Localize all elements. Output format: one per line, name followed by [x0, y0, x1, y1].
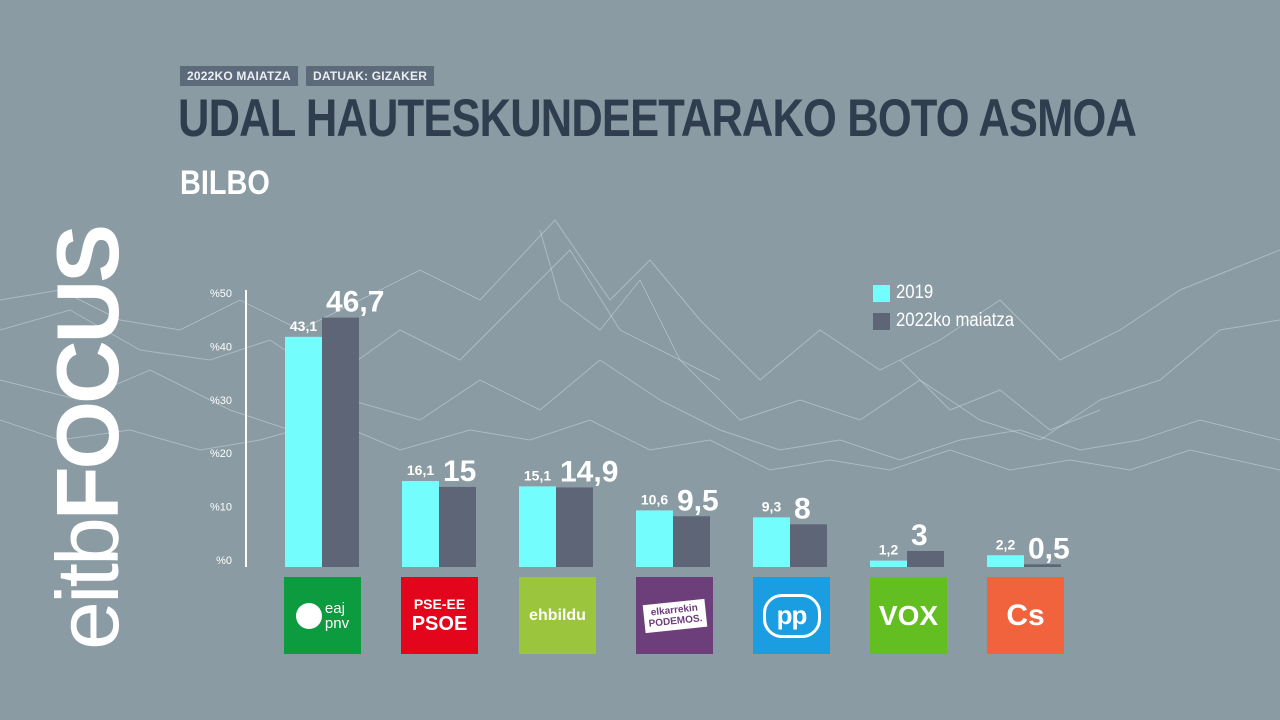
logo-text: PSOE — [411, 613, 468, 635]
data-label-2022: 46,7 — [326, 286, 384, 319]
data-label-2019: 9,3 — [762, 498, 782, 514]
page-title: UDAL HAUTESKUNDEETARAKO BOTO ASMOA — [178, 89, 1137, 148]
bar-2022 — [673, 516, 710, 567]
legend-label-2019: 2019 — [896, 282, 934, 303]
data-label-2022: 3 — [911, 519, 928, 552]
logo-text: pnv — [324, 614, 350, 632]
data-label-2019: 15,1 — [524, 467, 551, 483]
bar-2022 — [439, 486, 476, 567]
logo-text: PSE-EE — [413, 596, 466, 612]
logo-vox: VOX — [870, 577, 947, 654]
logo-ciudadanos: Cs — [987, 577, 1064, 654]
y-tick-label: %0 — [216, 555, 232, 567]
logo-text: eaj — [324, 599, 345, 617]
pnv-emblem-icon — [295, 602, 322, 629]
bar-2019 — [519, 486, 556, 567]
bar-2022 — [1024, 564, 1061, 567]
date-tag: 2022KO MAIATZA — [180, 66, 298, 86]
data-label-2019: 43,1 — [290, 318, 317, 334]
logo-text: ehbildu — [529, 606, 586, 624]
logo-ehbildu: ehbildu — [519, 577, 596, 654]
logo-eaj-pnv: eaj pnv — [284, 577, 361, 654]
legend-swatch-2022 — [873, 313, 890, 330]
data-label-2022: 0,5 — [1028, 532, 1070, 565]
logo-pp: pp — [753, 577, 830, 654]
logo-pse-psoe: PSE-EE PSOE — [401, 577, 478, 654]
data-label-2022: 14,9 — [560, 455, 618, 488]
logo-text: Cs — [1006, 598, 1045, 632]
data-label-2019: 1,2 — [879, 542, 899, 558]
page-subtitle: BILBO — [180, 164, 270, 202]
bar-2022 — [322, 317, 359, 567]
source-tag: DATUAK: GIZAKER — [306, 66, 435, 86]
logo-elkarrekin-podemos: elkarrekin PODEMOS. — [636, 577, 713, 654]
bar-2022 — [790, 524, 827, 567]
data-label-2022: 15 — [443, 455, 476, 488]
bar-2019 — [987, 555, 1024, 567]
data-label-2022: 9,5 — [677, 484, 719, 517]
y-tick-label: %30 — [210, 395, 232, 407]
data-label-2019: 10,6 — [641, 491, 668, 507]
y-tick-label: %50 — [210, 288, 232, 300]
legend-label-2022: 2022ko maiatza — [896, 310, 1015, 331]
logo-text: pp — [776, 600, 808, 630]
bar-2019 — [636, 510, 673, 567]
legend-swatch-2019 — [873, 285, 890, 302]
y-tick-label: %20 — [210, 448, 232, 460]
data-label-2019: 2,2 — [996, 536, 1016, 552]
logo-text: VOX — [878, 599, 939, 631]
bar-2022 — [907, 550, 944, 567]
bar-2019 — [753, 517, 790, 567]
y-tick-label: %40 — [210, 341, 232, 353]
bar-2019 — [870, 560, 907, 567]
bar-2019 — [402, 481, 439, 567]
y-tick-label: %10 — [210, 502, 232, 514]
data-label-2022: 8 — [794, 492, 811, 525]
bar-2022 — [556, 487, 593, 567]
bar-2019 — [285, 336, 322, 567]
data-label-2019: 16,1 — [407, 462, 434, 478]
